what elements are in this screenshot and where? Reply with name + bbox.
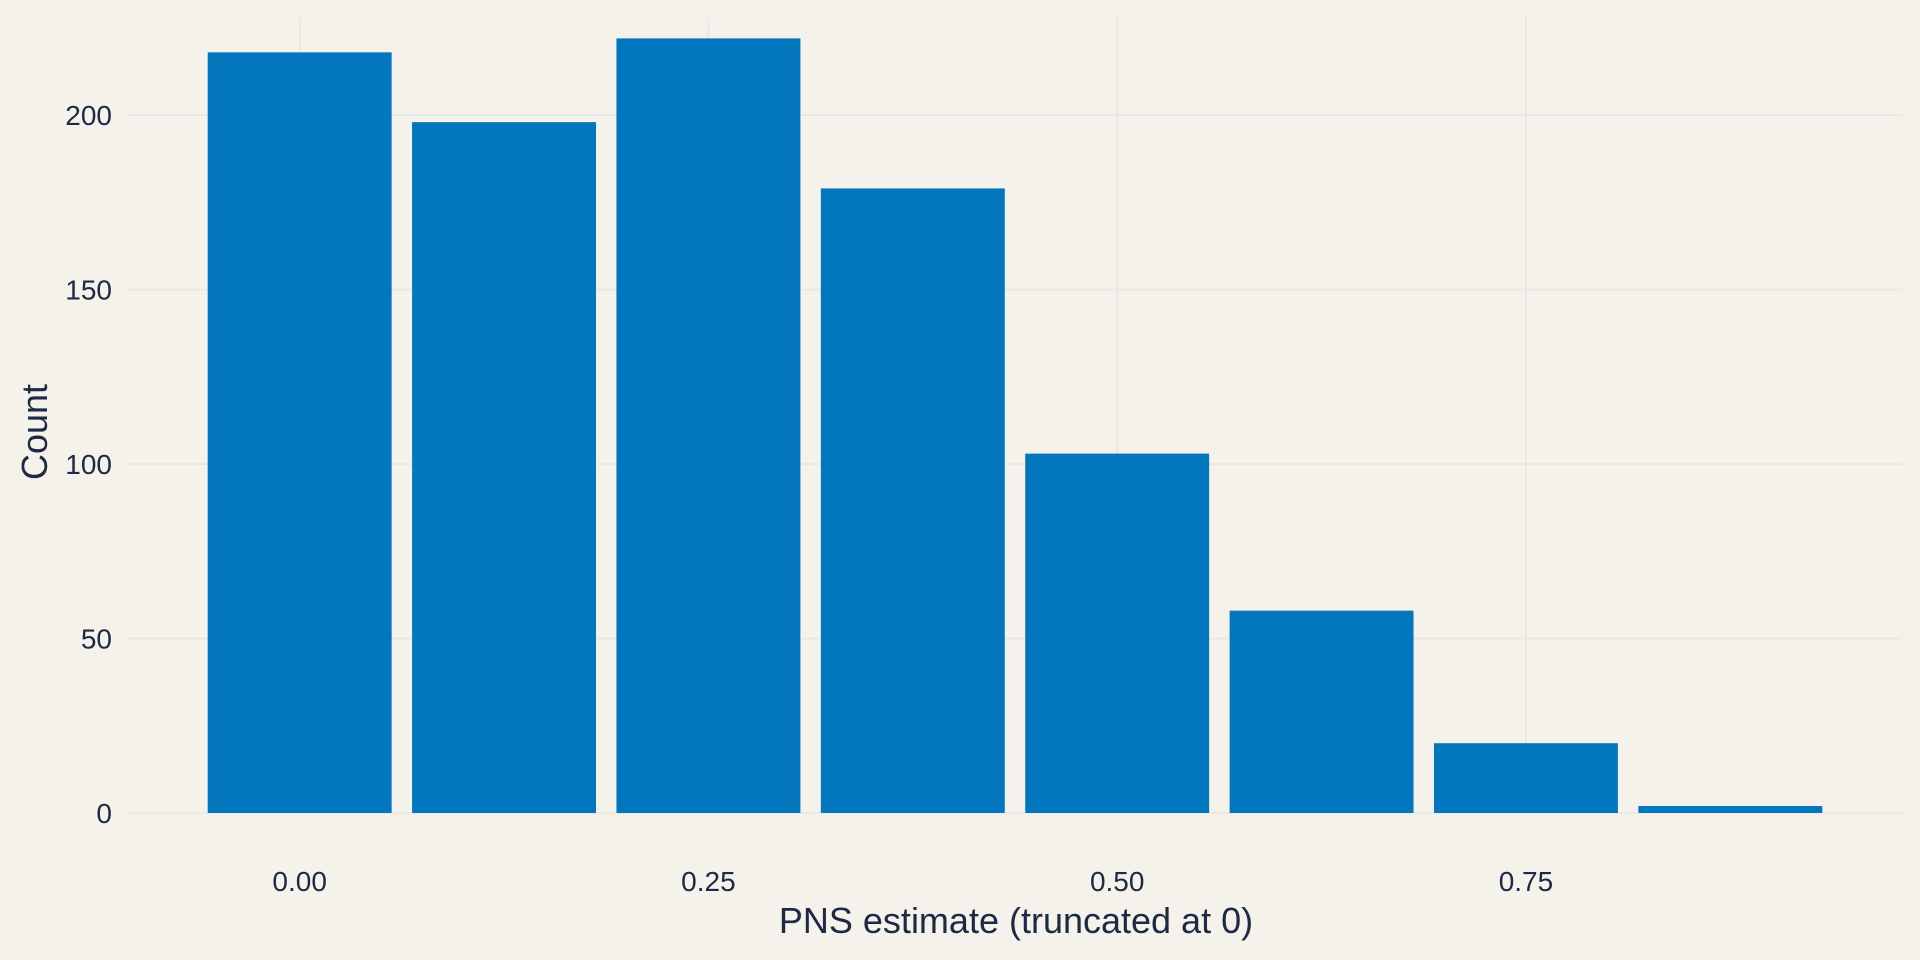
x-tick-label: 0.50 xyxy=(1090,866,1145,897)
y-tick-label: 150 xyxy=(65,275,112,306)
histogram-bar xyxy=(207,52,392,814)
y-tick-label: 200 xyxy=(65,100,112,131)
y-tick-label: 0 xyxy=(96,798,112,829)
x-axis-ticks: 0.00 0.25 0.50 0.75 xyxy=(272,866,1553,897)
histogram-bar xyxy=(616,38,801,814)
y-tick-label: 100 xyxy=(65,449,112,480)
y-axis-ticks: 0 50 100 150 200 xyxy=(65,100,112,829)
histogram-bar xyxy=(820,188,1005,813)
x-tick-label: 0.75 xyxy=(1499,866,1554,897)
y-tick-label: 50 xyxy=(81,624,112,655)
x-axis-title: PNS estimate (truncated at 0) xyxy=(779,900,1253,941)
histogram-bar xyxy=(412,122,597,814)
histogram-bar xyxy=(1025,453,1210,813)
bars xyxy=(207,38,1823,814)
x-tick-label: 0.25 xyxy=(681,866,736,897)
histogram-bar xyxy=(1433,743,1618,813)
histogram-bar xyxy=(1229,610,1414,813)
y-axis-title: Count xyxy=(14,384,55,480)
histogram-bar xyxy=(1638,806,1823,813)
x-tick-label: 0.00 xyxy=(272,866,327,897)
